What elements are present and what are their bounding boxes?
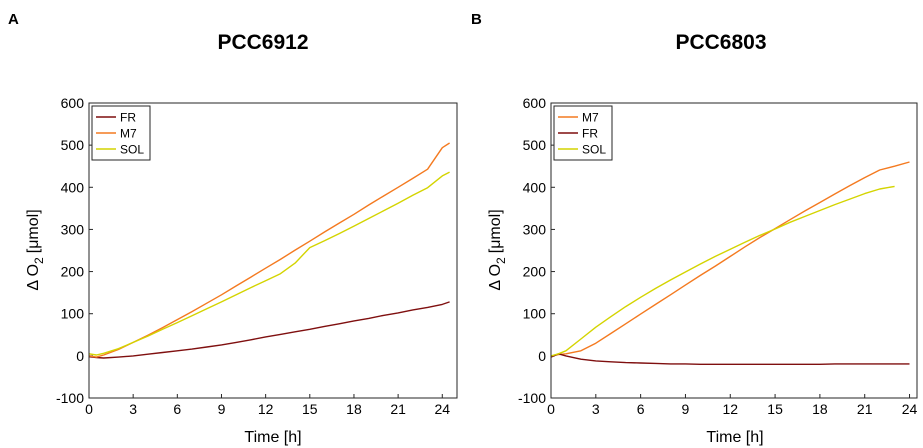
legend-label-fr: FR bbox=[582, 127, 598, 141]
x-tick-label: 6 bbox=[637, 401, 645, 417]
panel-a-legend: FR M7 SOL bbox=[91, 105, 151, 161]
series-line-sol bbox=[550, 185, 895, 357]
y-tick-label: 300 bbox=[61, 221, 85, 237]
x-tick-label: 6 bbox=[173, 401, 181, 417]
x-tick-label: 18 bbox=[812, 401, 828, 417]
panel-a-ylabel-main: Δ O bbox=[25, 264, 42, 291]
x-tick-label: 0 bbox=[85, 401, 93, 417]
legend-label-m7: M7 bbox=[582, 111, 599, 125]
y-tick-label: 100 bbox=[523, 306, 547, 322]
y-tick-label: 0 bbox=[538, 348, 546, 364]
y-tick-label: -100 bbox=[518, 390, 546, 406]
y-tick-label: 100 bbox=[61, 306, 85, 322]
series-line-fr bbox=[88, 301, 450, 359]
panel-b: B PCC6803 Time [h] Δ O2 [μmol] 0 3 6 9 12 15 18… bbox=[471, 11, 918, 446]
x-tick-label: 21 bbox=[390, 401, 406, 417]
panel-b-ylabel-main: Δ O bbox=[487, 264, 504, 291]
x-tick-label: 3 bbox=[592, 401, 600, 417]
x-tick-label: 0 bbox=[547, 401, 555, 417]
y-tick-label: 500 bbox=[523, 137, 547, 153]
x-tick-label: 18 bbox=[346, 401, 362, 417]
panel-a-title: PCC6912 bbox=[217, 31, 308, 54]
panel-b-xlabel: Time [h] bbox=[706, 429, 763, 446]
panel-a-label: A bbox=[8, 11, 19, 28]
x-tick-label: 24 bbox=[434, 401, 450, 417]
panel-a-ylabel-unit: [μmol] bbox=[25, 209, 42, 253]
series-line-fr bbox=[550, 353, 910, 365]
panel-a-xlabel: Time [h] bbox=[244, 429, 301, 446]
panel-b-legend: M7 FR SOL bbox=[553, 105, 613, 161]
x-tick-label: 12 bbox=[722, 401, 738, 417]
series-line-sol bbox=[88, 171, 450, 356]
x-tick-label: 9 bbox=[682, 401, 690, 417]
x-tick-label: 3 bbox=[129, 401, 137, 417]
legend-label-fr: FR bbox=[120, 111, 136, 125]
series-line-m7 bbox=[550, 161, 910, 357]
legend-label-m7: M7 bbox=[120, 127, 137, 141]
y-tick-label: 400 bbox=[523, 179, 547, 195]
x-tick-label: 21 bbox=[857, 401, 873, 417]
panel-b-ylabel-sub: 2 bbox=[494, 257, 508, 264]
panel-b-ylabel: Δ O2 [μmol] bbox=[487, 209, 508, 290]
panel-a-ylabel: Δ O2 [μmol] bbox=[25, 209, 46, 290]
legend-label-sol: SOL bbox=[120, 143, 144, 157]
panel-b-ylabel-unit: [μmol] bbox=[487, 209, 504, 253]
x-tick-label: 12 bbox=[258, 401, 274, 417]
x-tick-label: 9 bbox=[218, 401, 226, 417]
panel-a-ylabel-sub: 2 bbox=[32, 257, 46, 264]
panel-b-plot-frame bbox=[550, 102, 918, 399]
x-tick-label: 24 bbox=[902, 401, 918, 417]
y-tick-label: 200 bbox=[523, 264, 547, 280]
panel-b-lines bbox=[550, 161, 910, 365]
series-line-m7 bbox=[88, 142, 450, 358]
panel-b-title: PCC6803 bbox=[675, 31, 766, 54]
panel-a: A PCC6912 Time [h] Δ O2 [μmol] 0 3 6 9 12 15 18… bbox=[8, 11, 458, 446]
panel-b-label: B bbox=[471, 11, 482, 28]
y-tick-label: -100 bbox=[56, 390, 84, 406]
x-tick-label: 15 bbox=[767, 401, 783, 417]
y-tick-label: 600 bbox=[523, 95, 547, 111]
panel-a-lines bbox=[88, 142, 450, 359]
y-tick-label: 0 bbox=[76, 348, 84, 364]
y-tick-label: 200 bbox=[61, 264, 85, 280]
y-tick-label: 300 bbox=[523, 221, 547, 237]
x-tick-label: 15 bbox=[302, 401, 318, 417]
y-tick-label: 600 bbox=[61, 95, 85, 111]
legend-label-sol: SOL bbox=[582, 143, 606, 157]
y-tick-label: 400 bbox=[61, 179, 85, 195]
y-tick-label: 500 bbox=[61, 137, 85, 153]
panel-a-plot-frame bbox=[88, 102, 458, 399]
